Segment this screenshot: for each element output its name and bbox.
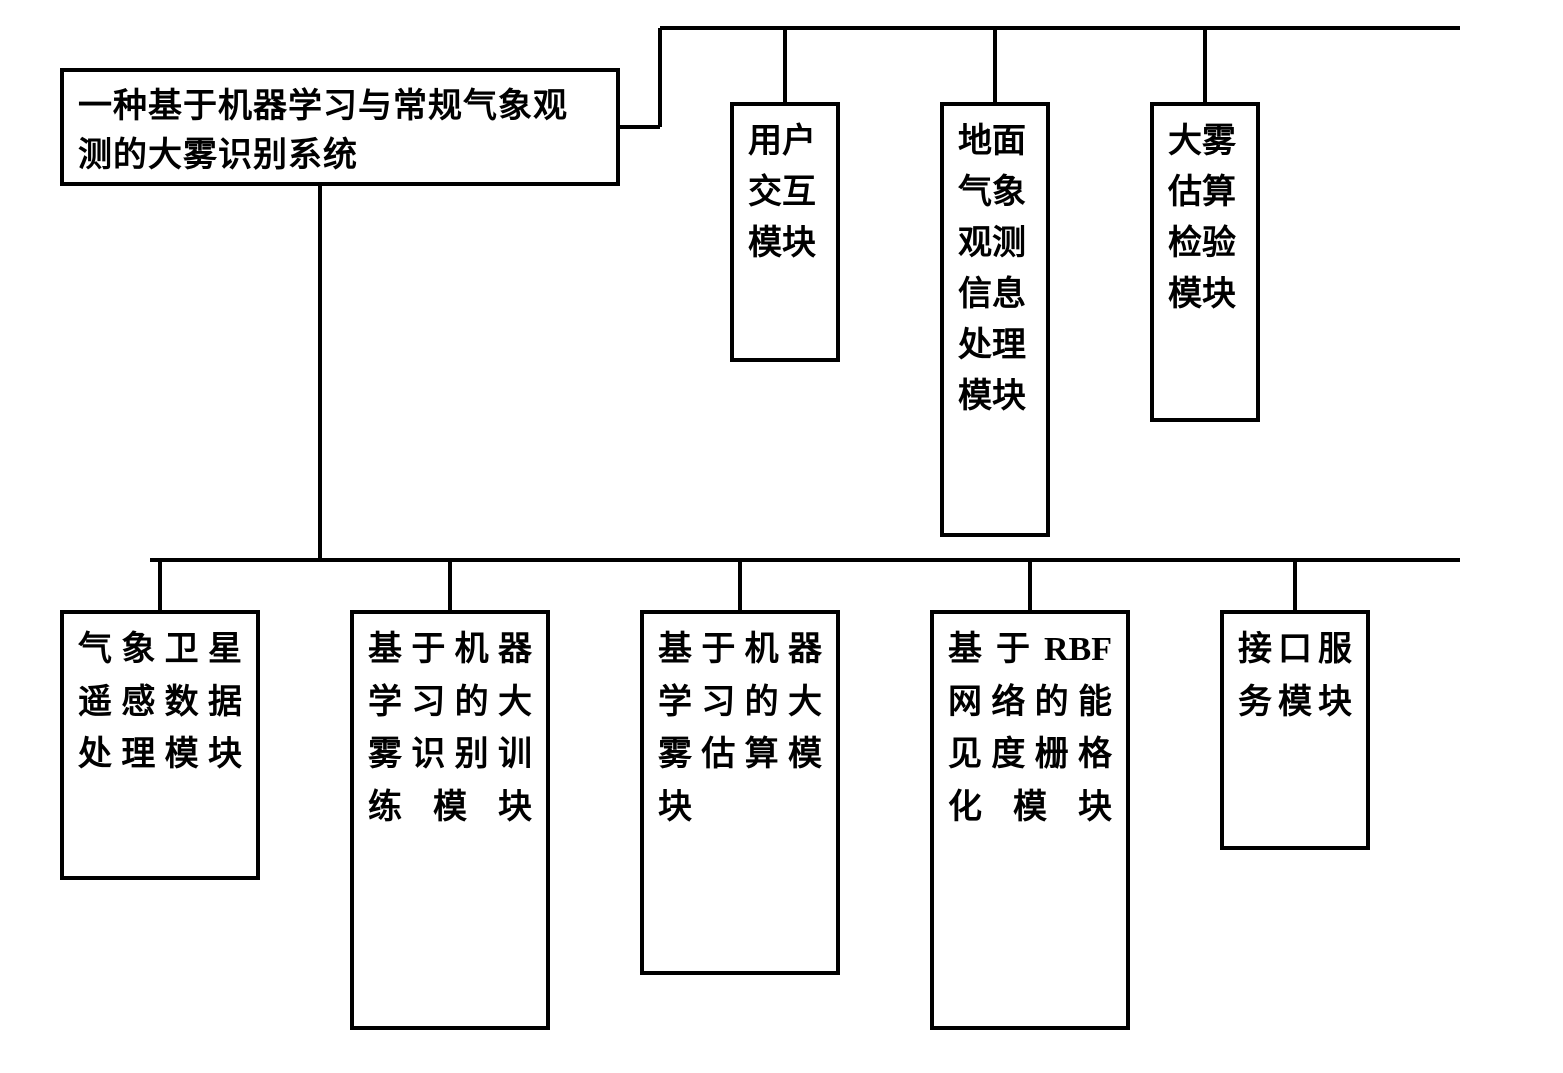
node-fog-estimation-test-module: 大雾估算检验模块: [1150, 102, 1260, 422]
node-ground-meteo-info-module: 地面气象观测信息处理模块: [940, 102, 1050, 537]
root-node: 一种基于机器学习与常规气象观测的大雾识别系统: [60, 68, 620, 186]
node-label: 基于机器学习的大雾识别训练模块: [368, 631, 532, 826]
node-rbf-visibility-grid-module: 基于RBF 网络的能见度栅格化模块: [930, 610, 1130, 1030]
node-label: 气象卫星遥感数据处理模块: [78, 631, 242, 773]
node-label: 基于RBF 网络的能见度栅格化模块: [948, 631, 1112, 826]
node-ml-fog-estimation-module: 基于机器学习的大雾估算模块: [640, 610, 840, 975]
node-satellite-remote-sensing-module: 气象卫星遥感数据处理模块: [60, 610, 260, 880]
diagram-canvas: 一种基于机器学习与常规气象观测的大雾识别系统 用户交互模块 地面气象观测信息处理…: [0, 0, 1563, 1073]
node-label: 用户交互模块: [748, 123, 816, 262]
node-ml-fog-recognition-training-module: 基于机器学习的大雾识别训练模块: [350, 610, 550, 1030]
node-label: 地面气象观测信息处理模块: [958, 123, 1026, 415]
node-user-interaction-module: 用户交互模块: [730, 102, 840, 362]
node-label: 基于机器学习的大雾估算模块: [658, 631, 822, 826]
node-label: 接口服务模块: [1238, 631, 1352, 721]
node-label: 大雾估算检验模块: [1168, 123, 1236, 313]
node-interface-service-module: 接口服务模块: [1220, 610, 1370, 850]
